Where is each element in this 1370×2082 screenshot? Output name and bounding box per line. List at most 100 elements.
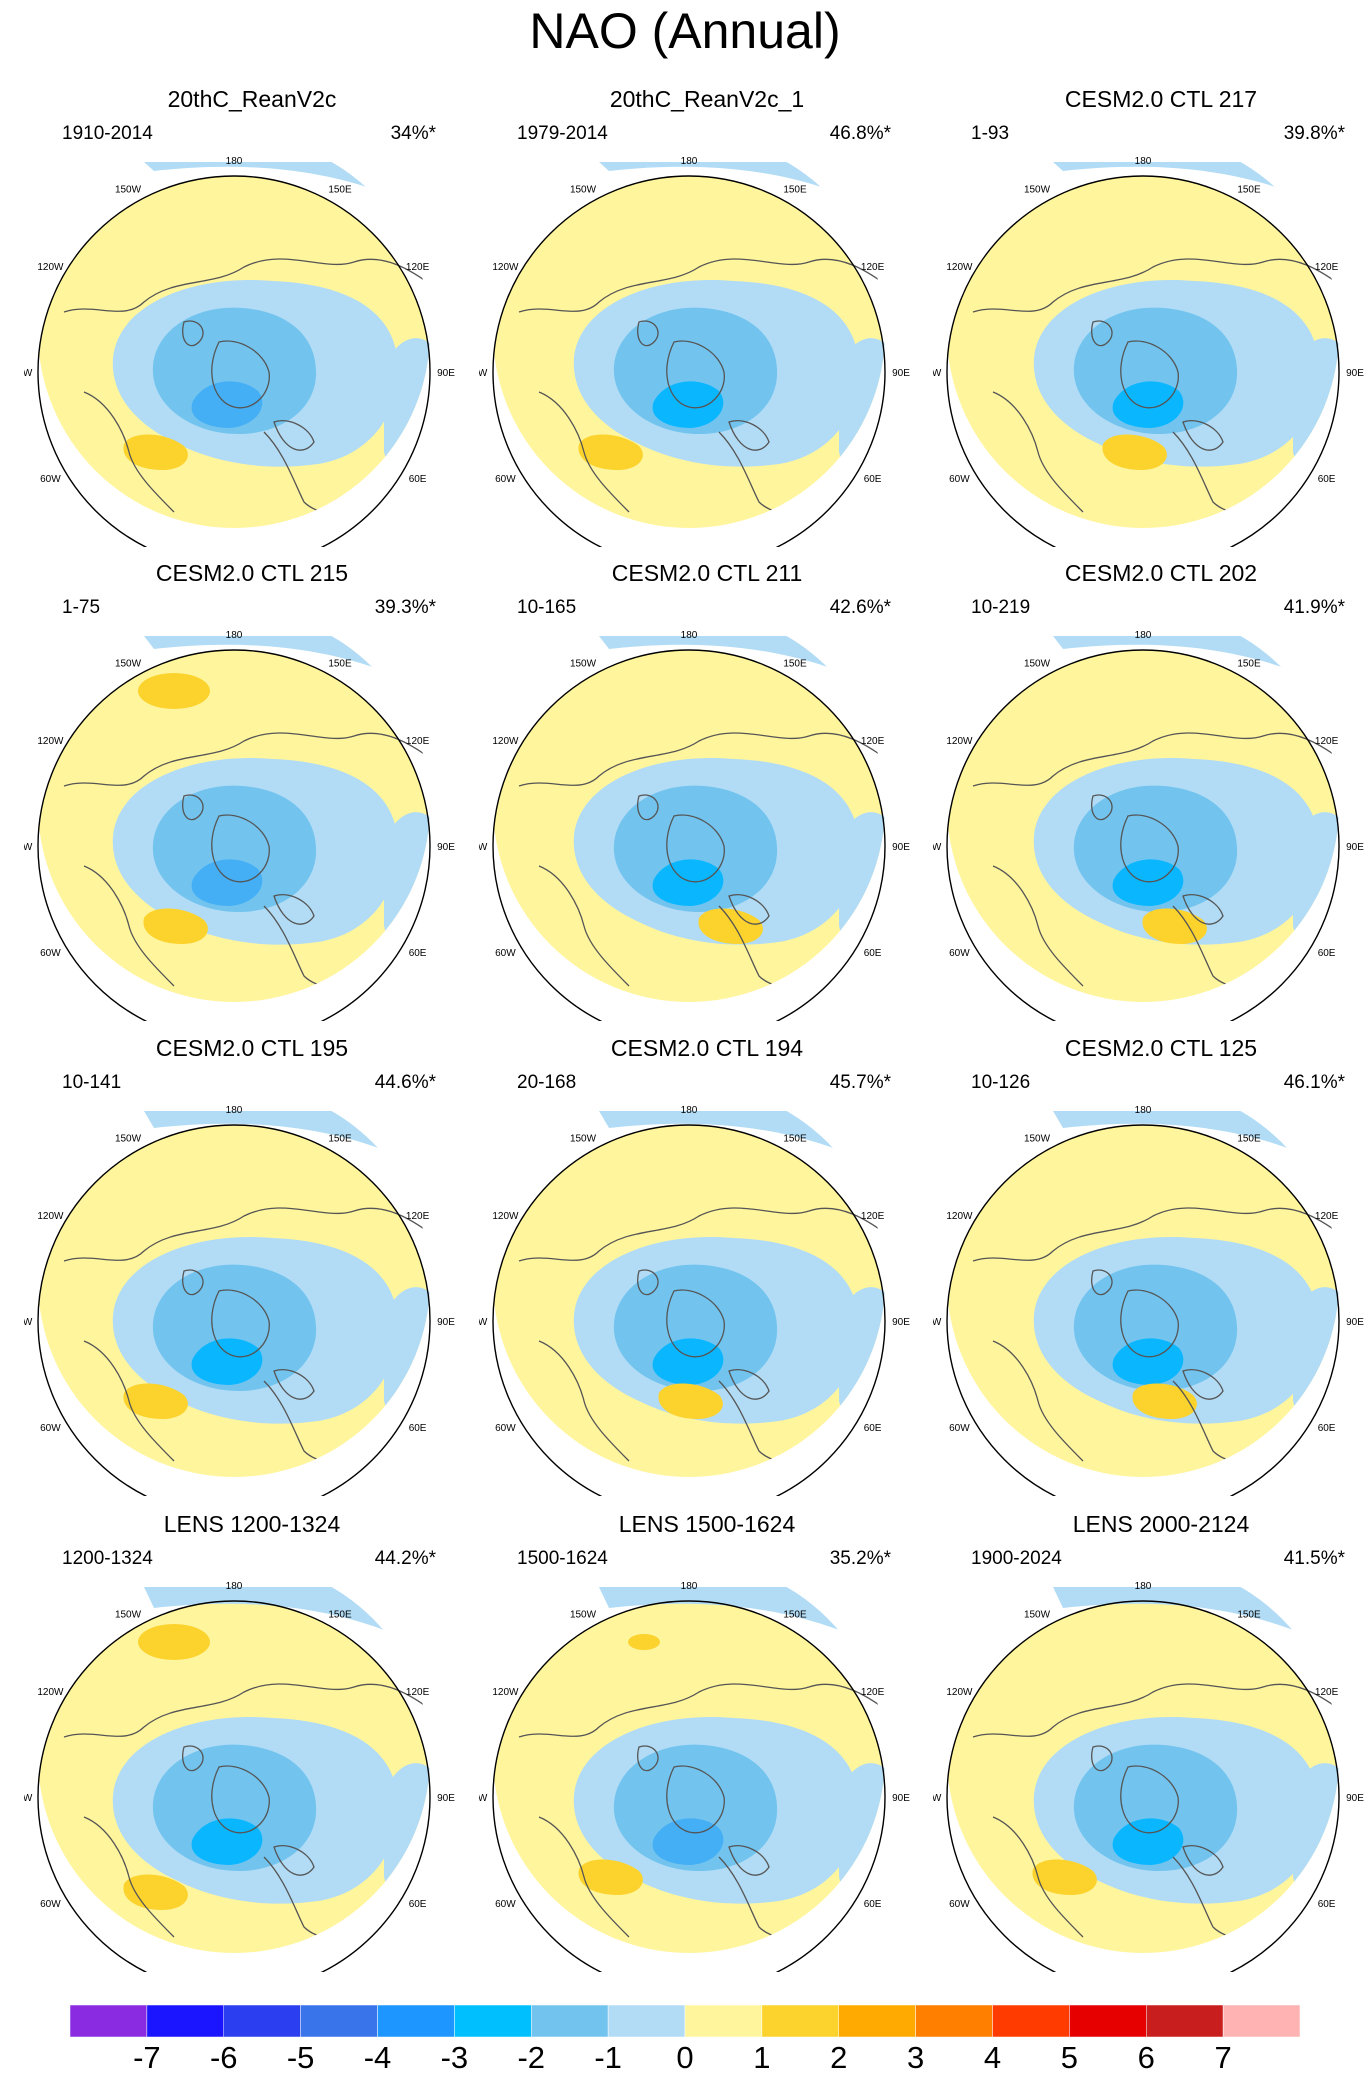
coastline (63, 1207, 430, 1262)
negative-core (191, 1818, 263, 1865)
figure-title: NAO (Annual) (529, 3, 841, 59)
longitude-label: 90E (437, 1317, 455, 1328)
longitude-label: 180 (681, 1105, 698, 1116)
positive-core (138, 1624, 210, 1660)
colorbar-swatch (992, 2005, 1070, 2037)
positive-core (138, 673, 210, 709)
longitude-label: 60E (409, 1899, 427, 1910)
coastline (637, 320, 659, 347)
map-boundary (492, 175, 886, 547)
longitude-label: 120E (406, 1687, 430, 1698)
polar-map: 180150E120E90E60E30E030W60W90W120W150W (933, 630, 1364, 1021)
panel-years: 10-126 (971, 1072, 1031, 1093)
colorbar-tick-label: 2 (830, 2040, 848, 2075)
colorbar-swatch (146, 2005, 224, 2037)
map-panel: LENS 2000-2124 1900-2024 41.5%* 180 150E 120E… (933, 1497, 1370, 1972)
polar-map: 180150E120E90E60E30E030W60W90W120W150W (479, 1105, 910, 1496)
panel-title: CESM2.0 CTL 195 (155, 1035, 349, 1061)
positive-core (123, 1874, 188, 1910)
panel-title: LENS 2000-2124 (1072, 1511, 1250, 1537)
panel-title: CESM2.0 CTL 202 (1064, 560, 1258, 586)
longitude-label: 60E (1318, 1423, 1336, 1434)
longitude-label: 180 (681, 1581, 698, 1592)
negative-core (1112, 381, 1184, 428)
colorbar-swatch (1069, 2005, 1147, 2037)
map-panel: CESM2.0 CTL 217 1-93 39.8%* 180 150E 120E 90E 6… (933, 72, 1370, 547)
longitude-label: 90E (1346, 1317, 1364, 1328)
coastline (1091, 1269, 1113, 1296)
colorbar-tick-label: 7 (1214, 2040, 1232, 2075)
colorbar-swatch (915, 2005, 993, 2037)
map-boundary (37, 649, 431, 1021)
map-boundary (946, 1600, 1340, 1972)
map-boundary (492, 1124, 886, 1496)
longitude-label: 90W (479, 842, 488, 853)
colorbar-swatch (684, 2005, 763, 2037)
coastline (972, 732, 1339, 787)
longitude-label: 120E (1315, 736, 1339, 747)
panel-years: 1200-1324 (62, 1548, 153, 1569)
panel-variance-explained: 39.3%* (374, 597, 436, 618)
colorbar-tick-label: 3 (907, 2040, 925, 2075)
coastline (211, 814, 270, 883)
coastline (538, 1340, 630, 1462)
panel-variance-explained: 34%* (390, 123, 436, 144)
panel-title: LENS 1200-1324 (163, 1511, 341, 1537)
coastline (637, 1745, 659, 1772)
longitude-label: 90E (437, 842, 455, 853)
coastline (518, 1207, 885, 1262)
coastline (83, 865, 175, 987)
coastline (972, 258, 1339, 313)
longitude-label: 60W (949, 474, 970, 485)
longitude-label: 120E (406, 262, 430, 273)
coastline (273, 894, 315, 925)
longitude-label: 90W (933, 842, 942, 853)
longitude-label: 120E (1315, 1211, 1339, 1222)
panel-years: 10-141 (62, 1072, 122, 1093)
longitude-label: 60W (40, 1899, 61, 1910)
coastline (1182, 420, 1224, 451)
coastline (83, 1340, 175, 1462)
longitude-label: 120W (946, 1211, 973, 1222)
map-panel: 20thC_ReanV2c_1 1979-2014 46.8%* 180 150E 120… (479, 72, 935, 547)
panel-years: 1910-2014 (62, 123, 153, 144)
coastline (1091, 794, 1113, 821)
longitude-label: 60E (1318, 948, 1336, 959)
coastline (728, 1369, 770, 1400)
negative-core (652, 1818, 724, 1865)
map-panel: CESM2.0 CTL 195 10-141 44.6%* 180 150E 120E 90… (24, 1021, 480, 1496)
longitude-label: 60E (409, 948, 427, 959)
panel-variance-explained: 45.7%* (829, 1072, 891, 1093)
map-boundary (37, 1600, 431, 1972)
longitude-label: 150E (328, 658, 352, 669)
positive-core (578, 1859, 643, 1895)
colorbar-swatch (454, 2005, 532, 2037)
positive-core (143, 908, 208, 944)
map-panel: 20thC_ReanV2c 1910-2014 34%* 180 150E 120E 90E… (24, 72, 480, 547)
longitude-label: 180 (1135, 156, 1152, 167)
longitude-label: 150W (1024, 184, 1051, 195)
longitude-label: 180 (1135, 630, 1152, 641)
panel-variance-explained: 42.6%* (829, 597, 891, 618)
panel-variance-explained: 46.1%* (1283, 1072, 1345, 1093)
colorbar-swatch (300, 2005, 378, 2037)
coastline (728, 420, 770, 451)
longitude-label: 60E (409, 474, 427, 485)
colorbar-swatch (377, 2005, 455, 2037)
colorbar-swatch (70, 2005, 148, 2037)
panel-variance-explained: 35.2%* (829, 1548, 891, 1569)
panel-title: 20thC_ReanV2c (167, 86, 337, 112)
positive-core (1032, 1859, 1097, 1895)
longitude-label: 150W (1024, 1609, 1051, 1620)
polar-map: 180150E120E90E60E30E030W60W90W120W150W (479, 156, 910, 547)
longitude-label: 120W (492, 1211, 519, 1222)
longitude-label: 120W (946, 262, 973, 273)
longitude-label: 150W (1024, 1133, 1051, 1144)
panel-years: 10-219 (971, 597, 1031, 618)
colorbar-swatch (1146, 2005, 1224, 2037)
longitude-label: 150W (570, 658, 597, 669)
coastline (666, 1765, 725, 1834)
colorbar-tick-label: 6 (1137, 2040, 1155, 2075)
coastline (538, 865, 630, 987)
coastline (992, 865, 1084, 987)
